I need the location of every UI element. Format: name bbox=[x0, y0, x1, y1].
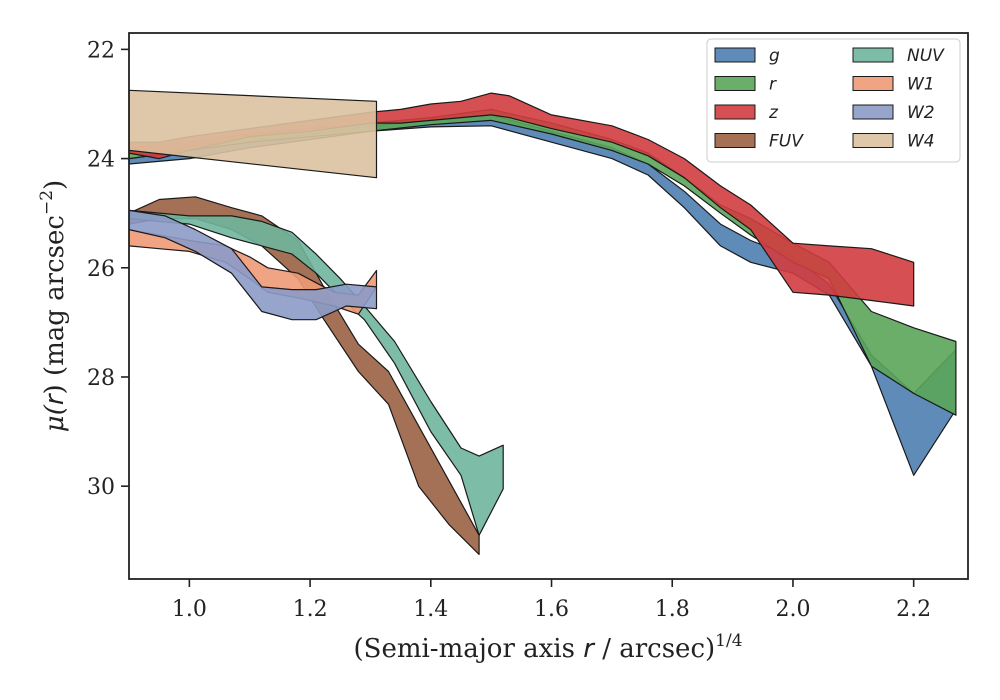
x-tick-label: 1.6 bbox=[534, 597, 569, 622]
x-tick-label: 1.2 bbox=[293, 597, 328, 622]
legend-label-w1: W1 bbox=[907, 75, 935, 95]
x-axis: 1.0 1.2 1.4 1.6 1.8 2.0 2.2 bbox=[172, 579, 931, 622]
legend-swatch-g bbox=[714, 47, 756, 63]
plot-frame bbox=[128, 32, 969, 580]
x-tick-label: 1.4 bbox=[413, 597, 448, 622]
legend-swatch-fuv bbox=[714, 133, 756, 148]
legend-swatch-w4 bbox=[852, 133, 894, 148]
x-tick-label: 1.8 bbox=[655, 597, 690, 622]
band-w2 bbox=[129, 209, 378, 321]
plot-area bbox=[129, 89, 957, 556]
band-w4 bbox=[129, 89, 378, 179]
y-tick-label: 24 bbox=[87, 148, 115, 173]
y-tick-label: 28 bbox=[87, 366, 115, 391]
legend-label-g: g bbox=[769, 46, 780, 66]
band-nuv bbox=[129, 209, 504, 536]
y-axis-label: μ(r) (mag arcsec−2) bbox=[37, 180, 70, 432]
legend-swatch-w2 bbox=[852, 104, 894, 120]
y-tick-label: 22 bbox=[87, 38, 115, 63]
legend-label-w2: W2 bbox=[907, 103, 935, 123]
legend: grz FUV NUV W1 W2 W4 bbox=[706, 38, 961, 163]
x-tick-label: 2.2 bbox=[896, 597, 931, 622]
legend-label-nuv: NUV bbox=[907, 46, 945, 66]
x-tick-label: 2.0 bbox=[775, 597, 810, 622]
y-axis: 22 24 26 28 30 bbox=[87, 38, 129, 500]
x-axis-label: (Semi-major axis r / arcsec)1/4 bbox=[353, 631, 742, 664]
x-tick-label: 1.0 bbox=[172, 597, 207, 622]
y-tick-label: 30 bbox=[87, 475, 115, 500]
y-tick-label: 26 bbox=[87, 257, 115, 282]
legend-label-r: r bbox=[769, 75, 777, 95]
legend-swatch-w1 bbox=[852, 76, 894, 91]
legend-swatch-nuv bbox=[852, 47, 894, 63]
legend-swatch-r bbox=[714, 76, 756, 91]
legend-label-w4: W4 bbox=[907, 132, 935, 152]
legend-label-z: z bbox=[768, 103, 779, 123]
band-z bbox=[129, 92, 915, 307]
legend-box bbox=[706, 38, 961, 163]
legend-label-fuv: FUV bbox=[769, 132, 804, 152]
legend-swatch-z bbox=[714, 104, 756, 120]
